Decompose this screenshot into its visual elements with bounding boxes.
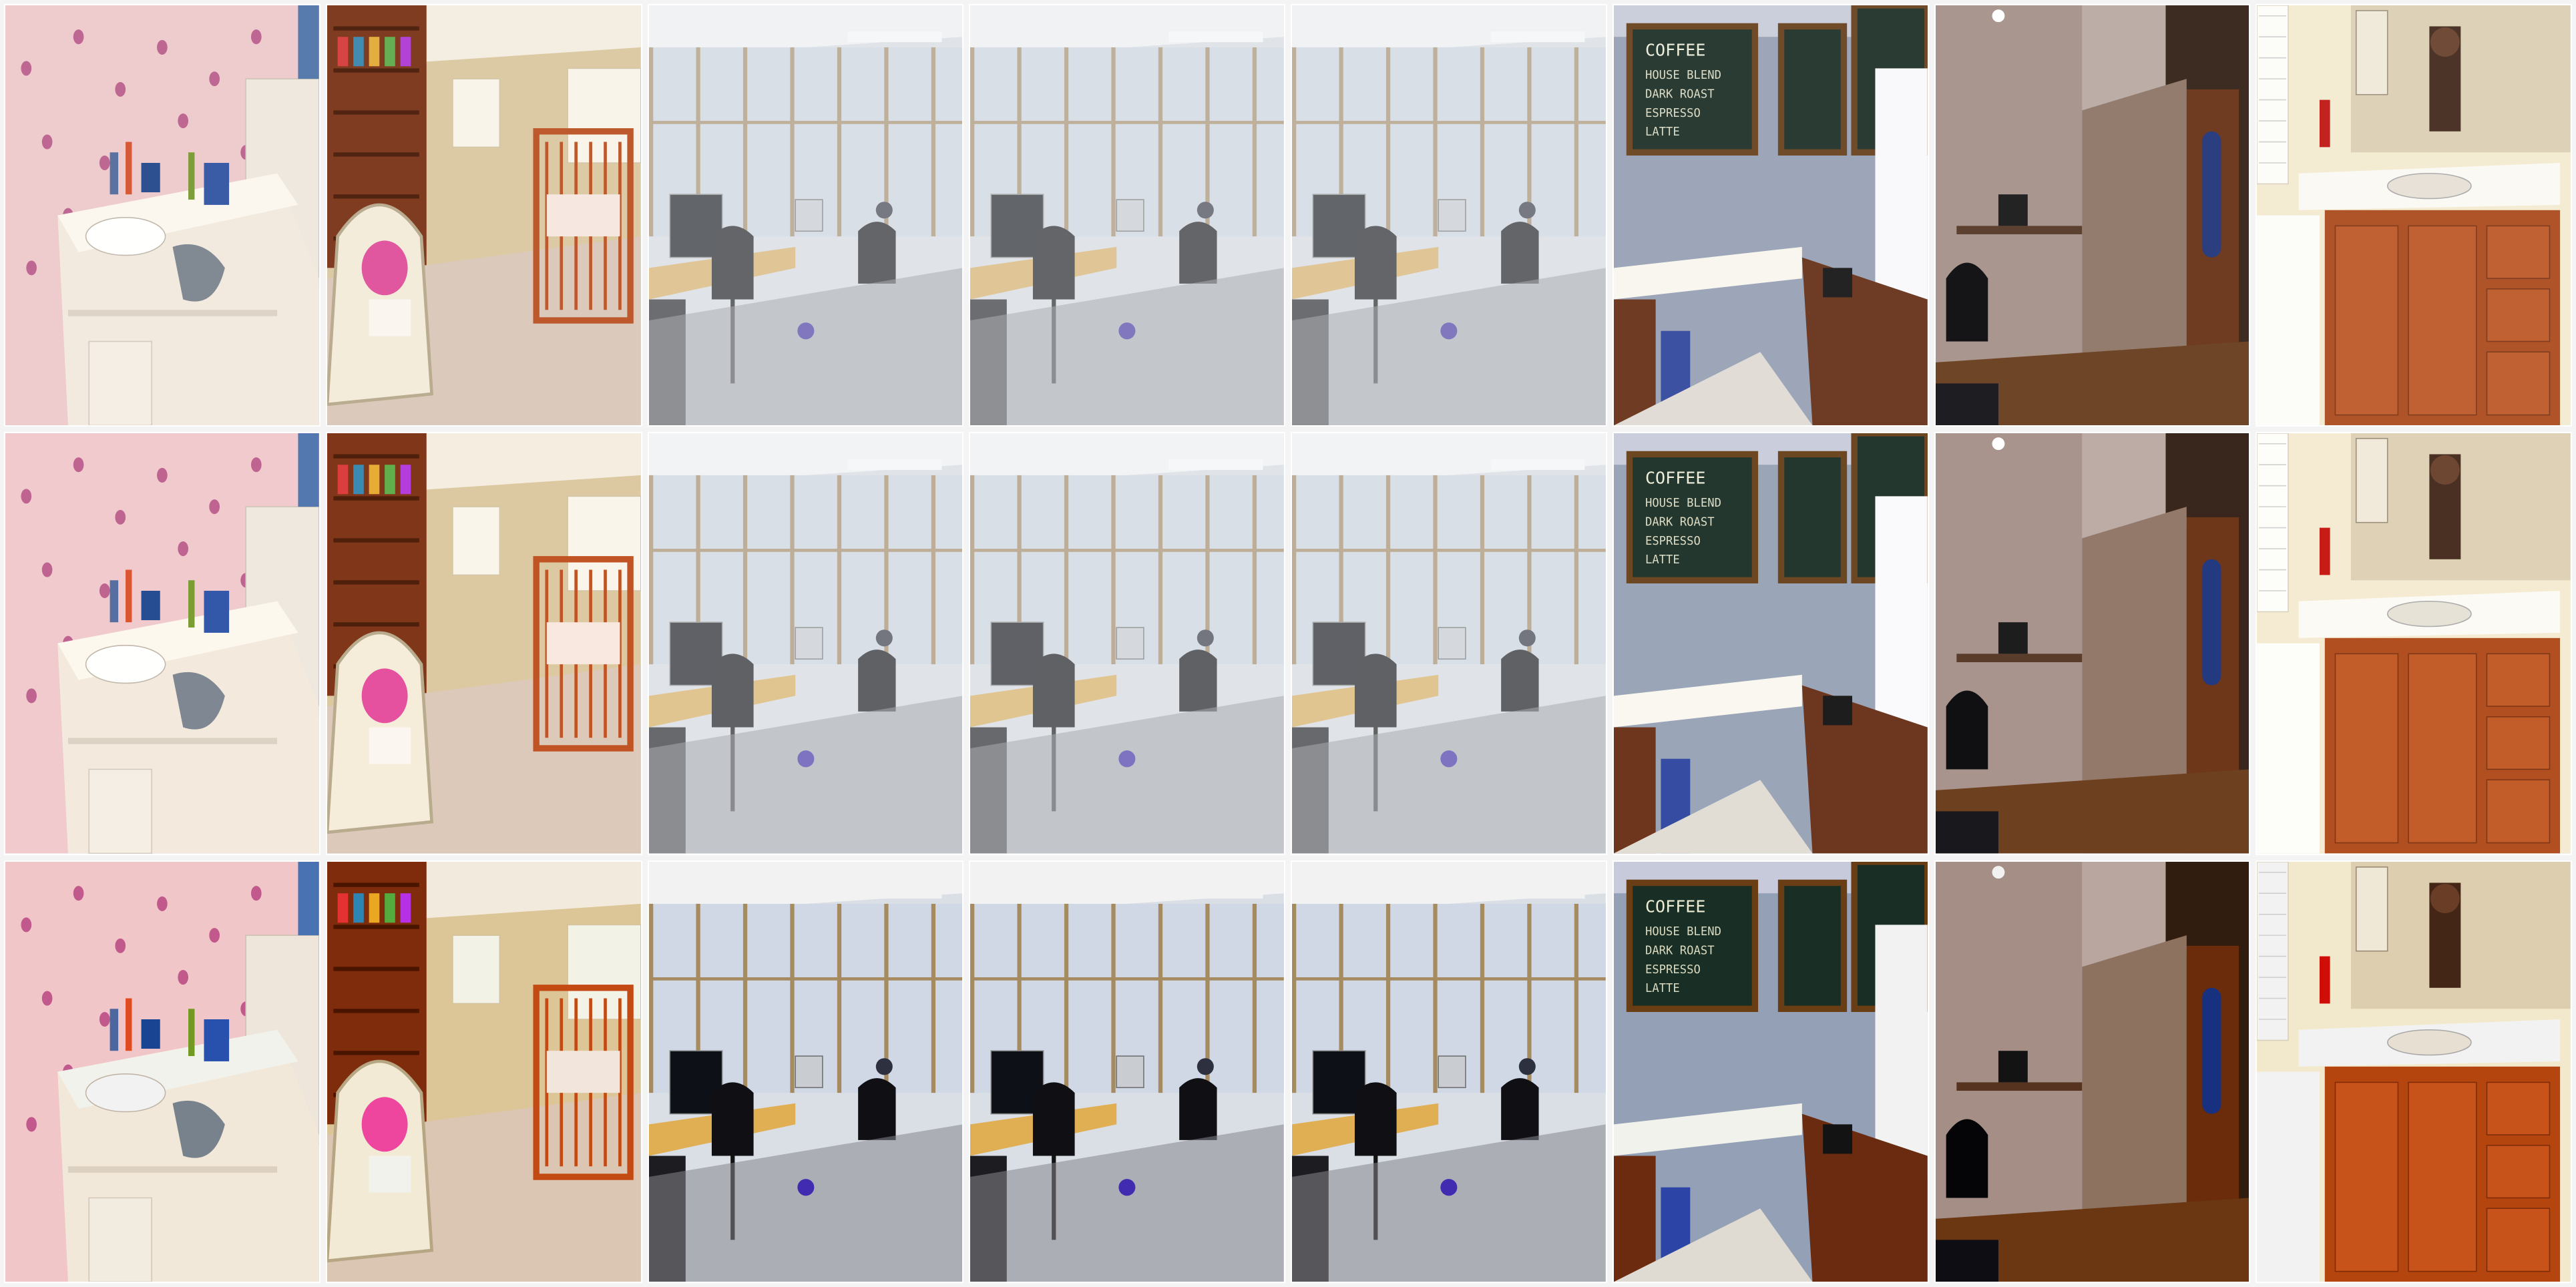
photo-office-2-row-3 <box>969 860 1285 1283</box>
bathroom-sink-icon <box>5 5 319 426</box>
photo-nursery-row-1 <box>325 4 642 427</box>
scene-illustration <box>1292 5 1606 426</box>
svg-text:HOUSE BLEND: HOUSE BLEND <box>1645 925 1721 939</box>
scene-illustration <box>970 433 1284 854</box>
crib-icon <box>327 5 641 426</box>
photo-bathroom-polkadot-row-2 <box>4 432 320 855</box>
vanity-cabinet-icon <box>2257 433 2571 854</box>
svg-text:ESPRESSO: ESPRESSO <box>1645 535 1701 548</box>
photo-dark-office-door-row-3 <box>1934 860 2251 1283</box>
photo-office-1-row-1 <box>647 4 964 427</box>
scene-illustration <box>648 5 963 426</box>
photo-bathroom-polkadot-row-1 <box>4 4 320 427</box>
scene-illustration <box>2257 433 2571 854</box>
scene-illustration <box>327 861 641 1282</box>
scene-illustration <box>1292 861 1606 1282</box>
photo-office-3-row-2 <box>1291 432 1607 855</box>
photo-office-1-row-2 <box>647 432 964 855</box>
scene-illustration: COFFEE HOUSE BLEND DARK ROAST ESPRESSO LATT… <box>1613 5 1928 426</box>
office-computer-icon <box>1292 5 1606 426</box>
photo-bathroom-polkadot-row-3 <box>4 860 320 1283</box>
scene-illustration <box>648 433 963 854</box>
office-computer-icon <box>970 5 1284 426</box>
photo-office-2-row-2 <box>969 432 1285 855</box>
scene-illustration <box>970 861 1284 1282</box>
svg-text:ESPRESSO: ESPRESSO <box>1645 107 1701 120</box>
scene-illustration <box>648 861 963 1282</box>
coffee-counter-icon: COFFEE HOUSE BLEND DARK ROAST ESPRESSO LATT… <box>1613 861 1928 1282</box>
scene-illustration <box>1935 861 2249 1282</box>
office-computer-icon <box>970 433 1284 854</box>
photo-coffee-shop-row-2: COFFEE HOUSE BLEND DARK ROAST ESPRESSO LATT… <box>1612 432 1929 855</box>
scene-illustration: COFFEE HOUSE BLEND DARK ROAST ESPRESSO LATT… <box>1613 861 1928 1282</box>
office-computer-icon <box>648 861 963 1282</box>
photo-office-2-row-1 <box>969 4 1285 427</box>
office-computer-icon <box>648 5 963 426</box>
bathroom-sink-icon <box>5 433 319 854</box>
svg-text:DARK ROAST: DARK ROAST <box>1645 944 1715 957</box>
scene-illustration <box>1935 5 2249 426</box>
svg-text:DARK ROAST: DARK ROAST <box>1645 516 1715 529</box>
scene-illustration <box>2257 861 2571 1282</box>
svg-text:LATTE: LATTE <box>1645 553 1680 567</box>
svg-text:COFFEE: COFFEE <box>1645 469 1705 488</box>
scene-illustration <box>5 861 319 1282</box>
photo-bathroom-vanity-row-3 <box>2256 860 2572 1283</box>
scene-illustration <box>1292 433 1606 854</box>
photo-coffee-shop-row-1: COFFEE HOUSE BLEND DARK ROAST ESPRESSO LATT… <box>1612 4 1929 427</box>
coffee-counter-icon: COFFEE HOUSE BLEND DARK ROAST ESPRESSO LATT… <box>1613 5 1928 426</box>
photo-nursery-row-3 <box>325 860 642 1283</box>
scene-illustration <box>1935 433 2249 854</box>
photo-coffee-shop-row-3: COFFEE HOUSE BLEND DARK ROAST ESPRESSO LATT… <box>1612 860 1929 1283</box>
bathroom-sink-icon <box>5 861 319 1282</box>
svg-text:LATTE: LATTE <box>1645 125 1680 139</box>
scene-illustration: COFFEE HOUSE BLEND DARK ROAST ESPRESSO LATT… <box>1613 433 1928 854</box>
door-icon <box>1935 433 2249 854</box>
scene-illustration <box>327 433 641 854</box>
office-computer-icon <box>1292 433 1606 854</box>
vanity-cabinet-icon <box>2257 861 2571 1282</box>
svg-text:LATTE: LATTE <box>1645 982 1680 995</box>
photo-office-3-row-1 <box>1291 4 1607 427</box>
photo-office-1-row-3 <box>647 860 964 1283</box>
photo-office-3-row-3 <box>1291 860 1607 1283</box>
office-computer-icon <box>970 861 1284 1282</box>
door-icon <box>1935 5 2249 426</box>
photo-dark-office-door-row-1 <box>1934 4 2251 427</box>
coffee-counter-icon: COFFEE HOUSE BLEND DARK ROAST ESPRESSO LATT… <box>1613 433 1928 854</box>
scene-illustration <box>327 5 641 426</box>
scene-illustration <box>5 433 319 854</box>
svg-text:COFFEE: COFFEE <box>1645 896 1705 916</box>
svg-text:DARK ROAST: DARK ROAST <box>1645 87 1715 101</box>
scene-illustration <box>2257 5 2571 426</box>
photo-nursery-row-2 <box>325 432 642 855</box>
scene-illustration <box>970 5 1284 426</box>
office-computer-icon <box>1292 861 1606 1282</box>
vanity-cabinet-icon <box>2257 5 2571 426</box>
svg-text:HOUSE BLEND: HOUSE BLEND <box>1645 69 1721 82</box>
office-computer-icon <box>648 433 963 854</box>
svg-text:ESPRESSO: ESPRESSO <box>1645 963 1701 976</box>
photo-dark-office-door-row-2 <box>1934 432 2251 855</box>
svg-text:COFFEE: COFFEE <box>1645 40 1705 59</box>
door-icon <box>1935 861 2249 1282</box>
svg-text:HOUSE BLEND: HOUSE BLEND <box>1645 497 1721 510</box>
photo-bathroom-vanity-row-2 <box>2256 432 2572 855</box>
crib-icon <box>327 433 641 854</box>
photo-bathroom-vanity-row-1 <box>2256 4 2572 427</box>
scene-illustration <box>5 5 319 426</box>
crib-icon <box>327 861 641 1282</box>
